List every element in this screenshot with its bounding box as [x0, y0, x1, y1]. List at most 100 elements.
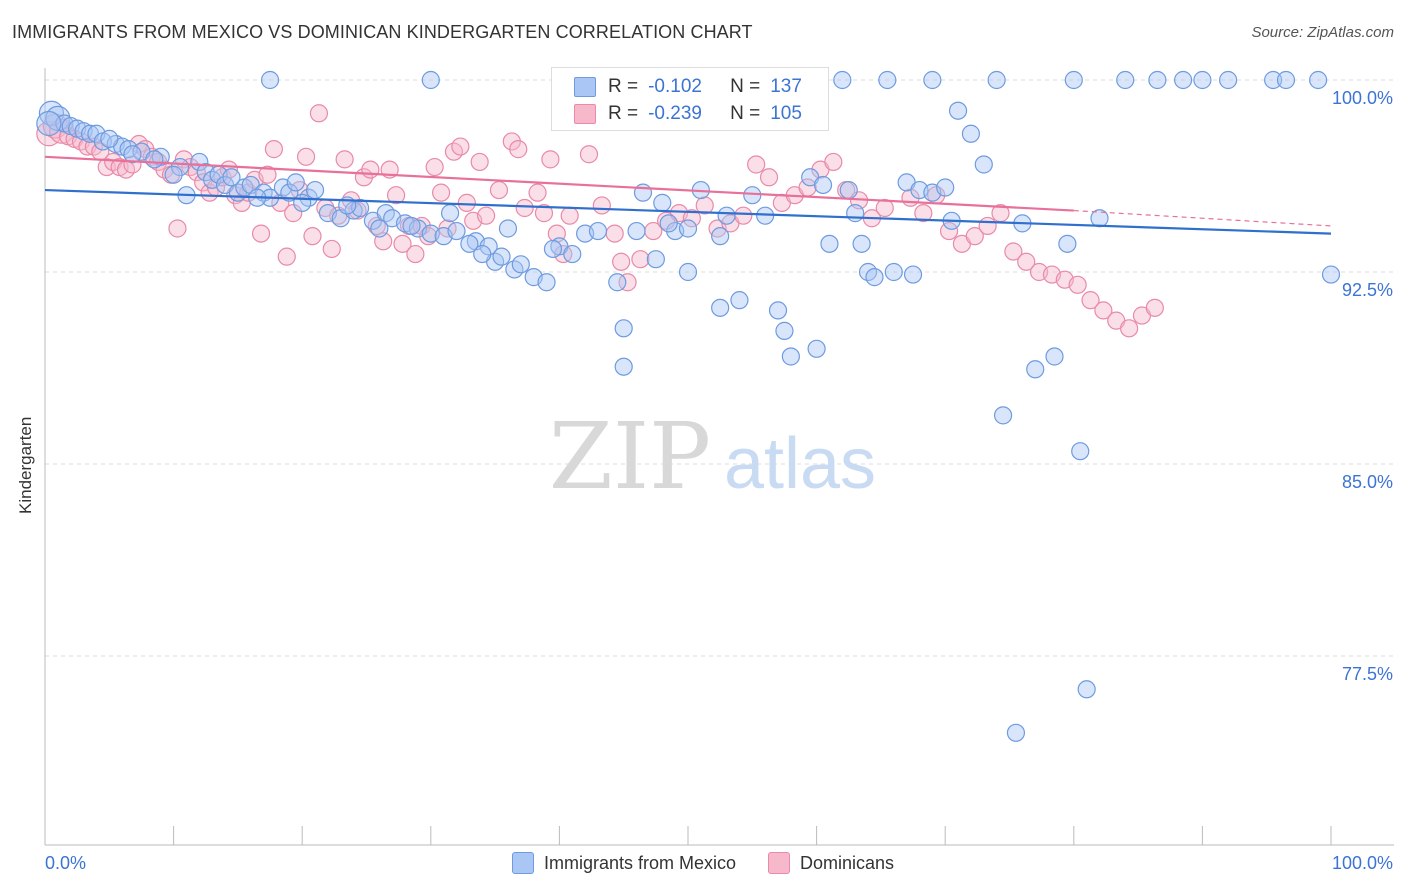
- dominicans-point: [425, 157, 444, 177]
- mexico-point: [460, 234, 479, 253]
- mexico-point: [717, 206, 736, 225]
- dominicans-point: [386, 186, 406, 205]
- dominicans-point: [476, 206, 496, 225]
- mexico-point: [145, 150, 164, 169]
- mexico-point: [1116, 70, 1135, 90]
- source-credit: Source: ZipAtlas.com: [1251, 24, 1394, 41]
- mexico-point: [1058, 234, 1077, 253]
- mexico-point: [402, 216, 421, 236]
- mexico-point: [1276, 70, 1296, 90]
- mexico-point: [653, 193, 672, 212]
- mexico-point: [100, 129, 119, 148]
- mexico-point: [440, 204, 460, 223]
- dominicans-point: [284, 204, 303, 223]
- dominicans-point: [406, 244, 425, 264]
- dominicans-point: [824, 152, 843, 172]
- dominicans-point: [734, 206, 753, 225]
- mexico-point: [286, 173, 305, 192]
- mexico-point: [678, 219, 698, 238]
- dominicans-point: [978, 216, 997, 236]
- mexico-point: [543, 239, 563, 259]
- legend-r-label: R =: [608, 103, 639, 124]
- mexico-point: [936, 178, 955, 197]
- dominicans-point: [1004, 242, 1023, 261]
- mexico-point: [884, 262, 903, 282]
- mexico-point: [1026, 360, 1045, 379]
- legend-row-mexico: R = -0.102 N = 137: [574, 76, 802, 98]
- mexico-point: [1264, 70, 1283, 90]
- mexico-point: [865, 268, 884, 287]
- legend-label-dominicans: Dominicans: [800, 852, 895, 873]
- mexico-point: [627, 221, 646, 241]
- dominicans-point: [695, 196, 714, 215]
- dominicans-point: [489, 180, 509, 200]
- y-tick-label: 92.5%: [1342, 280, 1393, 300]
- legend-label-mexico: Immigrants from Mexico: [543, 852, 736, 873]
- mexico-point: [659, 214, 678, 233]
- mexico-point: [711, 227, 730, 246]
- legend-r-label: R =: [608, 76, 639, 97]
- dominicans-point: [682, 209, 701, 228]
- dominicans-point: [168, 219, 187, 238]
- mexico-point: [498, 219, 518, 238]
- mexico-point: [614, 357, 633, 376]
- legend-swatch-mexico: [574, 77, 596, 97]
- mexico-point: [1077, 680, 1096, 699]
- legend-swatch-mexico: [511, 852, 534, 874]
- dominicans-point: [875, 198, 894, 218]
- mexico-point: [370, 219, 389, 238]
- mexico-point: [974, 155, 993, 174]
- dominicans-point: [264, 140, 284, 159]
- x-tick-label: 0.0%: [45, 853, 86, 873]
- dominicans-point: [914, 204, 933, 223]
- legend-r-value-mexico: -0.102: [648, 76, 702, 97]
- dominicans-point: [361, 160, 380, 179]
- dominicans-point: [1094, 301, 1113, 320]
- mexico-point: [903, 265, 923, 284]
- legend-item-mexico[interactable]: Immigrants from Mexico: [511, 852, 736, 874]
- dominicans-point: [322, 239, 341, 259]
- y-tick-label: 85.0%: [1342, 472, 1393, 492]
- mexico-point: [852, 234, 871, 253]
- mexico-point: [711, 298, 730, 317]
- dominicans-point: [348, 201, 367, 220]
- mexico-point: [492, 247, 511, 266]
- mexico-point: [563, 244, 582, 264]
- dominicans-point: [579, 145, 599, 164]
- dominicans-point: [296, 147, 316, 166]
- mexico-point: [775, 321, 794, 340]
- mexico-point: [588, 221, 608, 241]
- legend-item-dominicans[interactable]: Dominicans: [768, 852, 894, 874]
- mexico-point: [987, 70, 1006, 90]
- legend-n-value-dominicans: 105: [770, 103, 802, 124]
- mexico-point: [608, 273, 627, 292]
- mexico-point: [833, 70, 852, 90]
- mexico-point: [839, 180, 858, 200]
- mexico-point: [1321, 265, 1341, 284]
- mexico-point: [646, 250, 665, 269]
- legend-r-value-dominicans: -0.239: [648, 103, 702, 124]
- mexico-point: [1071, 442, 1090, 461]
- mexico-point: [1174, 70, 1193, 90]
- dominicans-point: [277, 247, 296, 266]
- axes: [44, 68, 1394, 846]
- dominicans-point: [618, 273, 637, 292]
- y-axis-label: Kindergarten: [16, 416, 35, 514]
- mexico-trendline: [44, 188, 1332, 235]
- mexico-point: [846, 204, 865, 223]
- dominicans-point: [1068, 275, 1087, 294]
- dominicans-point: [612, 252, 631, 271]
- dominicans-point: [393, 234, 412, 253]
- mexico-point: [36, 110, 62, 137]
- dominicans-point: [592, 196, 611, 215]
- dominicans-point: [1017, 252, 1036, 271]
- legend-swatch-dominicans: [574, 104, 596, 124]
- mexico-point: [807, 339, 826, 358]
- dominicans-point: [335, 150, 354, 169]
- mexico-point: [537, 273, 556, 292]
- mexico-point: [993, 406, 1013, 425]
- legend-n-label: N =: [730, 76, 761, 97]
- x-tick-label: 100.0%: [1332, 853, 1393, 873]
- dominicans-point: [515, 198, 534, 218]
